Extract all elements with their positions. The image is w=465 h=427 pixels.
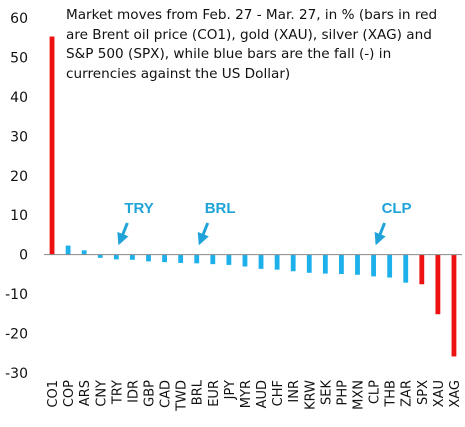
category-label-inr: INR bbox=[287, 380, 302, 403]
annotation-arrow-try bbox=[117, 222, 129, 246]
bar-aud bbox=[258, 254, 264, 269]
bar-cop bbox=[65, 245, 71, 255]
bar-krw bbox=[306, 254, 312, 273]
bar-cny bbox=[97, 254, 103, 258]
bar-try bbox=[113, 254, 119, 260]
bar-inr bbox=[290, 254, 296, 272]
bar-clp bbox=[371, 254, 376, 277]
bar-php bbox=[339, 254, 344, 274]
y-tick-label: 40 bbox=[10, 90, 28, 106]
bar-cad bbox=[162, 254, 167, 263]
bar-jpy bbox=[226, 254, 232, 265]
bar-twd bbox=[178, 254, 184, 263]
annotation-brl: BRL bbox=[205, 200, 236, 217]
y-tick-label: 60 bbox=[10, 11, 28, 27]
annotation-arrow-brl bbox=[197, 222, 210, 246]
bar-co1 bbox=[49, 36, 55, 255]
category-label-krw: KRW bbox=[303, 380, 318, 410]
category-label-spx: SPX bbox=[416, 380, 431, 405]
category-label-sek: SEK bbox=[319, 380, 334, 405]
category-label-cny: CNY bbox=[94, 380, 109, 407]
y-tick-label: 10 bbox=[10, 208, 28, 224]
annotation-clp: CLP bbox=[382, 200, 412, 217]
category-label-php: PHP bbox=[335, 380, 350, 406]
y-tick-label: -30 bbox=[5, 366, 28, 382]
y-tick-label: 50 bbox=[10, 50, 28, 66]
category-label-brl: BRL bbox=[191, 379, 206, 405]
bar-idr bbox=[130, 254, 135, 260]
category-label-jpy: JPY bbox=[223, 380, 238, 400]
bar-myr bbox=[242, 254, 248, 267]
bar-chf bbox=[274, 254, 280, 270]
y-tick-label: 30 bbox=[10, 129, 28, 145]
y-tick-label: 20 bbox=[10, 169, 28, 185]
bar-mxn bbox=[355, 254, 360, 275]
bar-spx bbox=[419, 254, 425, 285]
bar-thb bbox=[387, 254, 393, 278]
category-label-co1: CO1 bbox=[46, 380, 61, 408]
bar-ars bbox=[81, 250, 87, 255]
category-label-clp: CLP bbox=[368, 380, 383, 404]
bar-sek bbox=[322, 254, 328, 274]
y-tick-label: -10 bbox=[5, 287, 28, 303]
category-label-thb: THB bbox=[384, 380, 399, 408]
category-label-cop: COP bbox=[62, 380, 77, 407]
annotation-try: TRY bbox=[124, 200, 153, 217]
category-label-try: TRY bbox=[110, 380, 125, 405]
category-label-eur: EUR bbox=[207, 380, 222, 407]
bar-zar bbox=[403, 254, 409, 283]
category-label-idr: IDR bbox=[126, 380, 141, 403]
category-label-zar: ZAR bbox=[400, 380, 415, 407]
category-label-myr: MYR bbox=[239, 380, 254, 408]
category-label-xau: XAU bbox=[432, 380, 447, 407]
category-label-aud: AUD bbox=[255, 380, 270, 408]
bar-xag bbox=[451, 254, 457, 357]
bar-eur bbox=[210, 254, 216, 265]
annotation-arrow-clp bbox=[374, 222, 386, 246]
category-label-ars: ARS bbox=[78, 380, 93, 406]
category-label-xag: XAG bbox=[448, 380, 463, 408]
y-tick-label: 0 bbox=[19, 248, 28, 264]
category-label-mxn: MXN bbox=[352, 380, 367, 410]
bar-brl bbox=[194, 254, 200, 264]
chart-title: Market moves from Feb. 27 - Mar. 27, in … bbox=[66, 7, 438, 82]
y-tick-label: -20 bbox=[5, 327, 28, 343]
category-label-twd: TWD bbox=[175, 380, 190, 412]
category-label-cad: CAD bbox=[159, 380, 174, 408]
category-label-chf: CHF bbox=[271, 380, 286, 406]
bar-gbp bbox=[146, 254, 151, 262]
category-label-gbp: GBP bbox=[143, 380, 158, 407]
bar-xau bbox=[435, 254, 441, 315]
